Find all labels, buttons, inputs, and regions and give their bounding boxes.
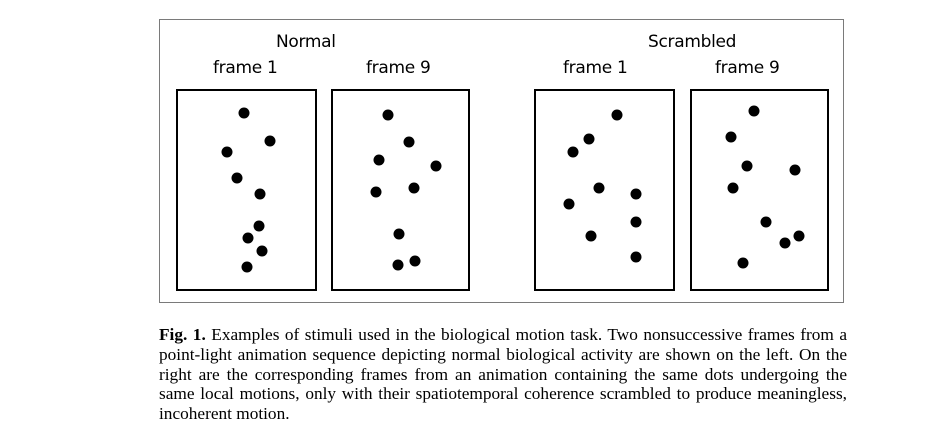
- caption-label: Fig. 1.: [159, 325, 206, 344]
- light-dot: [231, 172, 243, 184]
- stimulus-frame-normal-9: [331, 89, 470, 291]
- frame-label-normal-1: frame 1: [213, 58, 278, 78]
- figure-caption: Fig. 1. Examples of stimuli used in the …: [159, 325, 847, 424]
- light-dot: [373, 154, 385, 166]
- light-dot: [630, 188, 642, 200]
- light-dot: [392, 259, 404, 271]
- light-dot: [221, 146, 233, 158]
- stimulus-frame-scrambled-1: [534, 89, 675, 291]
- stimulus-frame-scrambled-9: [690, 89, 829, 291]
- light-dot: [256, 245, 268, 257]
- figure-panel: Normal Scrambled frame 1 frame 9 frame 1…: [159, 19, 844, 303]
- light-dot: [583, 133, 595, 145]
- light-dot: [238, 107, 250, 119]
- group-title-scrambled: Scrambled: [648, 32, 737, 52]
- frame-label-scrambled-1: frame 1: [563, 58, 628, 78]
- light-dot: [725, 131, 737, 143]
- light-dot: [403, 136, 415, 148]
- light-dot: [630, 251, 642, 263]
- light-dot: [789, 164, 801, 176]
- light-dot: [393, 228, 405, 240]
- light-dot: [409, 255, 421, 267]
- light-dot: [793, 230, 805, 242]
- light-dot: [748, 105, 760, 117]
- group-title-normal: Normal: [276, 32, 336, 52]
- light-dot: [563, 198, 575, 210]
- light-dot: [264, 135, 276, 146]
- light-dot: [760, 216, 772, 228]
- light-dot: [241, 261, 252, 273]
- light-dot: [382, 109, 394, 121]
- light-dot: [593, 182, 605, 194]
- light-dot: [408, 182, 420, 194]
- light-dot: [611, 109, 623, 121]
- light-dot: [370, 186, 382, 198]
- light-dot: [585, 230, 597, 242]
- caption-text: Examples of stimuli used in the biologic…: [159, 325, 847, 424]
- frame-label-scrambled-9: frame 9: [715, 58, 780, 78]
- light-dot: [253, 220, 265, 232]
- light-dot: [567, 146, 579, 158]
- stimulus-frame-normal-1: [176, 89, 317, 291]
- light-dot: [242, 232, 254, 244]
- light-dot: [430, 160, 442, 172]
- light-dot: [254, 188, 266, 200]
- light-dot: [727, 182, 738, 194]
- light-dot: [630, 216, 642, 228]
- frame-label-normal-9: frame 9: [366, 58, 431, 78]
- light-dot: [779, 237, 791, 249]
- light-dot: [737, 257, 749, 269]
- light-dot: [741, 160, 753, 172]
